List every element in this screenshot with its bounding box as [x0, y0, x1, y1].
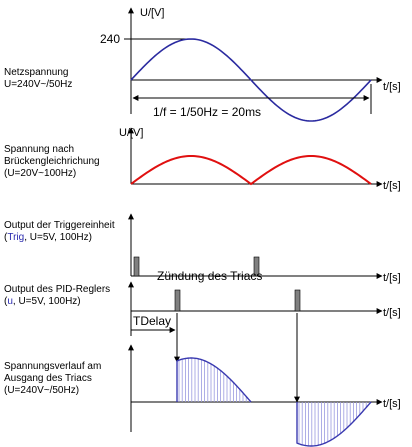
mains-x-axis-label: t/[s] [383, 81, 401, 93]
triac-output-negative-half [296, 401, 372, 447]
pid-label-line2: (u, U=5V, 100Hz) [4, 296, 81, 307]
mains-label-line1: Netzspannung [4, 67, 69, 78]
pid-pulse [174, 289, 181, 312]
rectified-label-line2: Brückengleichrichung [4, 156, 100, 167]
period-text: 1/f = 1/50Hz = 20ms [153, 105, 261, 119]
rectified-wave [130, 154, 372, 186]
triac-label-line1: Spannungsverlauf am [4, 361, 101, 372]
delay-label: TDelay [133, 314, 171, 328]
panel-pid-output: Zündung des Triacs Output des PID-Regler… [4, 269, 401, 403]
peak-value: 240 [100, 32, 120, 46]
trigger-pulse [133, 256, 140, 277]
trigger-label-line1: Output der Triggereinheit [4, 220, 115, 231]
mains-sine-wave [130, 38, 372, 122]
pid-x-axis-label: t/[s] [383, 307, 401, 319]
triac-label-line2: Ausgang des Triacs [4, 373, 92, 384]
panel-triac-output: Spannungsverlauf am Ausgang des Triacs (… [4, 344, 401, 447]
pid-pulse [294, 289, 301, 312]
mains-y-axis-label: U/[V] [140, 7, 164, 19]
rectified-y-axis-label: U/[V] [119, 127, 143, 139]
panel-rectified-voltage: Spannung nach Brückengleichrichung (U=20… [4, 127, 401, 192]
triac-output-positive-half [176, 357, 252, 403]
panel-mains-voltage: Netzspannung U=240V~/50Hz U/[V] t/[s] 24… [4, 7, 401, 122]
pid-label-var: u [7, 296, 13, 307]
rectified-label-line3: (U=20V~100Hz) [4, 168, 76, 179]
triac-x-axis-label: t/[s] [383, 398, 401, 410]
trigger-label-line2: (Trig, U=5V, 100Hz) [4, 232, 92, 243]
rectified-label-line1: Spannung nach [4, 144, 74, 155]
triac-output-hatching-positive [178, 358, 250, 402]
triac-output-hatching-negative [298, 402, 370, 446]
mains-label-line2: U=240V~/50Hz [4, 79, 72, 90]
triac-label-line3: (U=240V~/50Hz) [4, 385, 79, 396]
trigger-pulse [253, 256, 260, 277]
trigger-label-var: Trig [7, 232, 24, 243]
panel-trigger-output: Output der Triggereinheit (Trig, U=5V, 1… [4, 213, 401, 284]
rectified-x-axis-label: t/[s] [383, 180, 401, 192]
pid-label-line1: Output des PID-Reglers [4, 284, 110, 295]
trigger-x-axis-label: t/[s] [383, 272, 401, 284]
ignition-title: Zündung des Triacs [157, 269, 262, 283]
